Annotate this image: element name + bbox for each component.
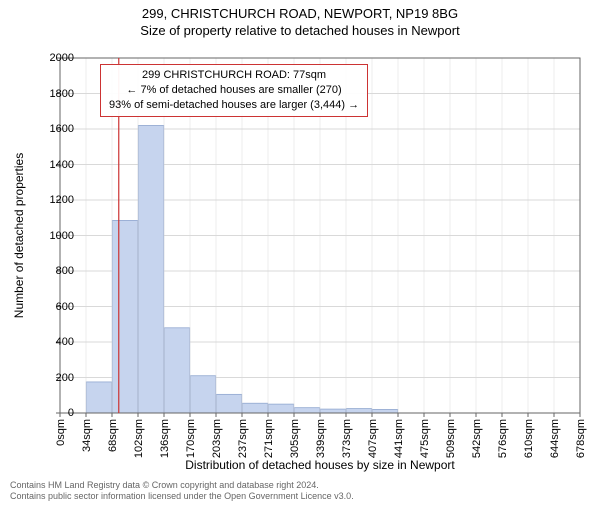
x-tick-label: 407sqm: [367, 419, 379, 458]
x-axis-label: Distribution of detached houses by size …: [60, 458, 580, 472]
y-tick-label: 1800: [34, 88, 74, 100]
y-tick-label: 1200: [34, 194, 74, 206]
callout-annotation: 299 CHRISTCHURCH ROAD: 77sqm ← 7% of det…: [100, 64, 368, 117]
x-tick-label: 68sqm: [107, 419, 119, 452]
y-tick-label: 0: [34, 407, 74, 419]
footer-line-2: Contains public sector information licen…: [10, 491, 354, 502]
plot-area: 299 CHRISTCHURCH ROAD: 77sqm ← 7% of det…: [60, 58, 580, 413]
x-tick-label: 644sqm: [549, 419, 561, 458]
x-tick-label: 509sqm: [445, 419, 457, 458]
x-tick-label: 271sqm: [263, 419, 275, 458]
x-tick-label: 305sqm: [289, 419, 301, 458]
footer-line-1: Contains HM Land Registry data © Crown c…: [10, 480, 354, 491]
chart-subtitle: Size of property relative to detached ho…: [0, 23, 600, 38]
x-tick-label: 0sqm: [55, 419, 67, 446]
y-tick-label: 1600: [34, 123, 74, 135]
y-tick-label: 1000: [34, 230, 74, 242]
y-tick-label: 800: [34, 265, 74, 277]
callout-line-2: ← 7% of detached houses are smaller (270…: [109, 83, 359, 98]
x-tick-label: 339sqm: [315, 419, 327, 458]
x-tick-label: 136sqm: [159, 419, 171, 458]
y-tick-label: 200: [34, 372, 74, 384]
x-tick-label: 237sqm: [237, 419, 249, 458]
x-tick-label: 542sqm: [471, 419, 483, 458]
x-tick-label: 170sqm: [185, 419, 197, 458]
x-tick-label: 610sqm: [523, 419, 535, 458]
y-axis-label: Number of detached properties: [12, 58, 28, 413]
x-tick-label: 102sqm: [133, 419, 145, 458]
footer-attribution: Contains HM Land Registry data © Crown c…: [10, 480, 354, 502]
chart-title: 299, CHRISTCHURCH ROAD, NEWPORT, NP19 8B…: [0, 6, 600, 21]
callout-line-1: 299 CHRISTCHURCH ROAD: 77sqm: [109, 68, 359, 83]
chart-container: { "header": { "address": "299, CHRISTCHU…: [0, 6, 600, 506]
x-tick-label: 441sqm: [393, 419, 405, 458]
y-tick-label: 600: [34, 301, 74, 313]
x-tick-label: 576sqm: [497, 419, 509, 458]
x-tick-label: 475sqm: [419, 419, 431, 458]
callout-line-3: 93% of semi-detached houses are larger (…: [109, 98, 359, 113]
x-tick-label: 678sqm: [575, 419, 587, 458]
y-tick-label: 400: [34, 336, 74, 348]
x-tick-label: 34sqm: [81, 419, 93, 452]
y-tick-label: 1400: [34, 159, 74, 171]
x-tick-label: 203sqm: [211, 419, 223, 458]
x-tick-label: 373sqm: [341, 419, 353, 458]
y-tick-label: 2000: [34, 52, 74, 64]
